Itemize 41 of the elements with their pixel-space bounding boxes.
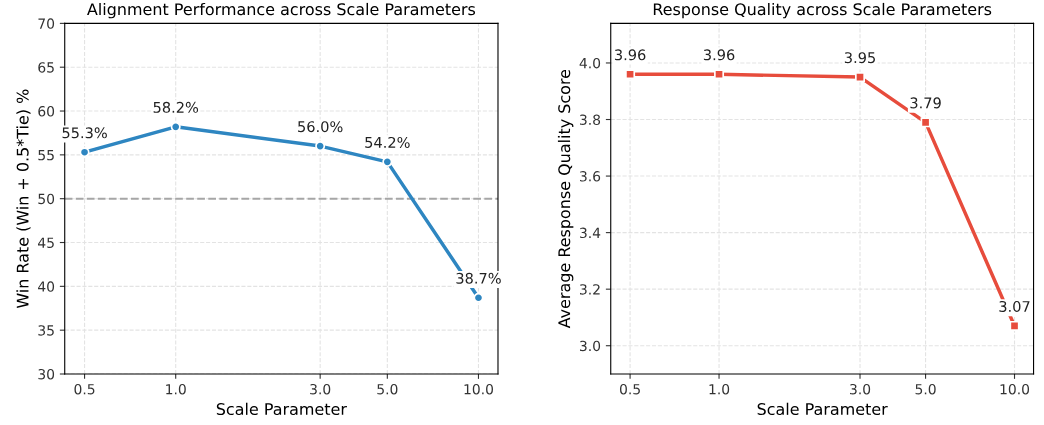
x-axis-title: Scale Parameter (757, 402, 888, 416)
data-label: 3.79 (910, 97, 941, 109)
y-tick-label: 3.4 (579, 227, 601, 239)
chart-title: Response Quality across Scale Parameters (653, 2, 992, 19)
y-tick-label: 65 (38, 62, 54, 73)
y-axis-title: Average Response Quality Score (557, 69, 574, 329)
x-axis-title: Scale Parameter (216, 402, 347, 416)
y-tick-label: 3.6 (579, 171, 601, 182)
y-tick-label: 55 (38, 150, 54, 161)
x-tick-label: 1.0 (709, 383, 730, 395)
data-label: 54.2% (365, 136, 410, 148)
data-label: 3.96 (703, 49, 735, 61)
chart-title: Alignment Performance across Scale Parameters (87, 2, 476, 19)
y-tick-label: 30 (38, 368, 55, 380)
y-tick-label: 40 (38, 281, 55, 292)
y-tick-label: 3.8 (579, 114, 601, 125)
x-tick-label: 10.0 (1000, 383, 1030, 395)
x-tick-label: 0.5 (619, 383, 640, 395)
x-tick-label: 10.0 (464, 383, 494, 395)
x-tick-label: 3.0 (850, 383, 871, 395)
data-label: 3.95 (844, 52, 875, 64)
data-label: 58.2% (153, 101, 199, 113)
y-tick-label: 50 (38, 193, 55, 205)
data-label: 3.96 (614, 49, 646, 61)
x-tick-label: 0.5 (74, 383, 95, 395)
x-tick-label: 5.0 (915, 383, 936, 395)
data-label: 55.3% (62, 127, 107, 139)
data-label: 3.07 (999, 300, 1030, 312)
x-tick-label: 5.0 (377, 383, 398, 395)
y-tick-label: 60 (38, 106, 55, 117)
y-tick-label: 3.2 (579, 284, 600, 295)
y-tick-label: 4.0 (579, 57, 601, 69)
y-tick-label: 3.0 (579, 340, 601, 352)
data-label: 56.0% (298, 121, 343, 133)
x-tick-label: 1.0 (166, 383, 186, 395)
y-tick-label: 45 (38, 237, 54, 248)
data-label: 38.7% (456, 272, 501, 284)
y-axis-title: Win Rate (Win + 0.5*Tie) % (16, 89, 31, 309)
y-tick-label: 70 (38, 18, 55, 29)
y-tick-label: 35 (38, 325, 54, 336)
x-tick-label: 3.0 (310, 383, 331, 395)
